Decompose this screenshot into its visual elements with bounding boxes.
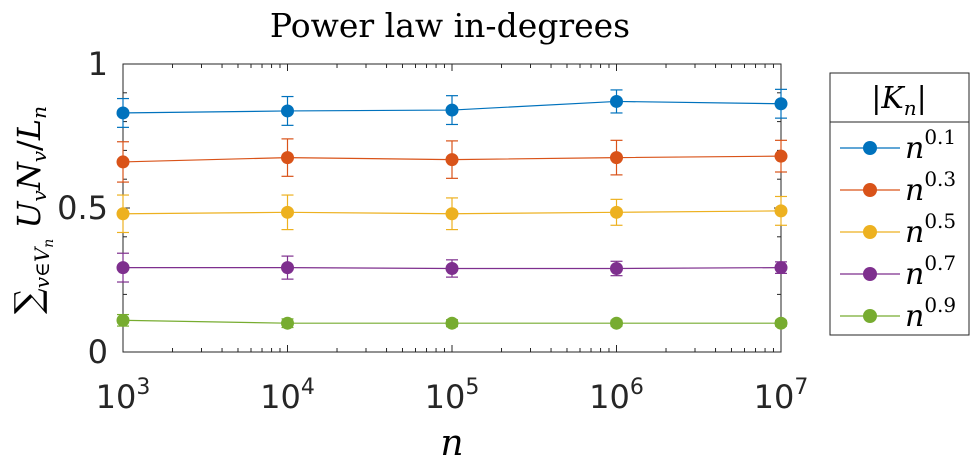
data-point [116,261,130,275]
y-axis-label-group: ∑v∈Vn UvNv/Ln [8,106,57,314]
legend-label: n0.1 [905,125,956,166]
legend-marker [863,267,877,281]
y-tick-label: 0.5 [57,189,108,227]
data-point [774,97,788,111]
data-point [281,316,294,330]
legend-label: n0.5 [905,209,956,250]
data-point [116,106,130,120]
x-tick-label: 104 [260,375,315,416]
y-tick-label: 1 [88,45,108,83]
legend-item: n0.9 [840,293,956,334]
y-tick-labels: 00.51 [57,45,108,371]
x-tick-label: 106 [589,375,644,416]
x-tick-label: 103 [96,375,151,416]
x-tick-label: 105 [425,375,480,416]
data-point [116,155,130,169]
legend-item: n0.1 [840,125,956,166]
legend-marker [863,309,877,323]
data-point [445,207,459,221]
legend: |Kn| n0.1n0.3n0.5n0.7n0.9 [829,72,970,336]
y-axis-label: ∑v∈Vn UvNv/Ln [8,106,57,314]
series-layer [116,88,788,330]
data-point [445,316,459,330]
data-point [281,261,294,275]
series-n0_7 [116,252,788,283]
data-point [610,261,623,275]
legend-label: n0.7 [905,251,956,292]
data-point [116,313,130,327]
legend-label: n0.9 [905,293,956,334]
legend-label: n0.3 [905,167,956,208]
x-tick-labels: 103 104 105 106 107 [96,375,809,416]
legend-marker [863,141,877,155]
data-point [774,261,788,275]
data-point [774,316,788,330]
legend-marker [863,225,877,239]
legend-marker [863,183,877,197]
legend-title: |Kn| [871,81,927,120]
data-point [445,103,459,117]
data-point [281,151,294,165]
data-point [116,207,130,221]
legend-item: n0.5 [840,209,956,250]
axis-ticks [122,63,782,353]
x-axis-label: n [440,423,463,464]
data-point [610,205,623,219]
series-n0_9 [116,313,788,330]
data-point [774,149,788,163]
data-point [281,205,294,219]
series-n0_5 [116,194,788,234]
data-point [610,151,623,165]
series-n0_1 [116,88,788,128]
y-tick-label: 0 [88,333,108,371]
data-point [445,261,459,275]
chart-title: Power law in-degrees [270,6,630,45]
data-point [445,153,459,167]
data-point [610,94,623,108]
series-n0_3 [116,138,788,183]
legend-items: n0.1n0.3n0.5n0.7n0.9 [840,125,956,334]
x-tick-label: 107 [754,375,809,416]
data-point [610,316,623,330]
legend-item: n0.7 [840,251,956,292]
legend-item: n0.3 [840,167,956,208]
data-point [281,104,294,118]
legend-box [829,72,970,336]
data-point [774,204,788,218]
